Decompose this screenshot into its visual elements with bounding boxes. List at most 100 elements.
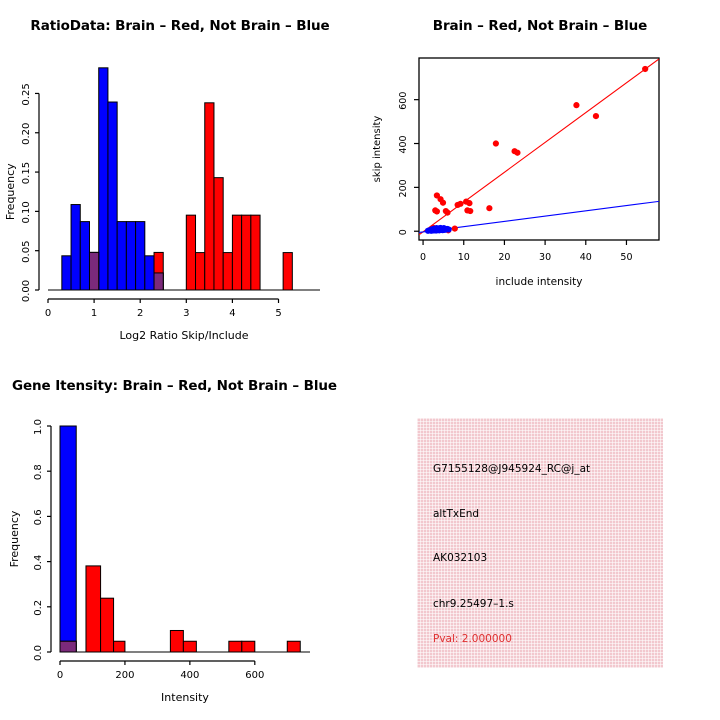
gene-histogram-title: Gene Itensity: Brain – Red, Not Brain – … xyxy=(12,378,337,394)
y-tick-label: 0.00 xyxy=(21,280,32,302)
y-tick-label: 200 xyxy=(398,179,409,197)
scatter-point xyxy=(457,200,464,207)
svg-ratio-y-axis: 0.00 0.05 0.10 0.15 0.20 0.25 Frequency xyxy=(4,83,40,302)
scatter-point xyxy=(486,205,493,212)
x-tick-label: 5 xyxy=(275,308,281,319)
scatter-point xyxy=(444,209,451,216)
histogram-bar xyxy=(113,640,126,653)
scatter-point xyxy=(592,113,600,120)
histogram-bar xyxy=(213,177,224,291)
scatter-point xyxy=(492,140,499,147)
histogram-bar xyxy=(144,255,155,291)
x-tick-label: 0 xyxy=(45,308,51,319)
histogram-bar xyxy=(85,565,102,653)
y-tick-label: 0.05 xyxy=(21,241,32,263)
scatter-point xyxy=(642,65,649,73)
x-tick-label: 40 xyxy=(580,252,592,263)
y-tick-label: 0 xyxy=(398,229,409,235)
x-tick-label: 20 xyxy=(498,252,510,263)
y-tick-label: 0.4 xyxy=(33,555,44,571)
x-axis-label: include intensity xyxy=(496,276,583,288)
x-tick-label: 50 xyxy=(620,252,632,263)
svg-gene-bars xyxy=(59,425,301,653)
scatter-point xyxy=(433,208,440,215)
y-tick-label: 0.0 xyxy=(33,645,44,661)
panel-info: G7155128@J945924_RC@j_at altTxEnd AK0321… xyxy=(360,360,720,720)
y-tick-label: 0.6 xyxy=(33,509,44,525)
scatter-title: Brain – Red, Not Brain – Blue xyxy=(432,18,648,34)
y-tick-label: 0.25 xyxy=(21,83,32,105)
histogram-bar xyxy=(222,252,233,291)
x-tick-label: 10 xyxy=(458,252,470,263)
x-tick-label: 30 xyxy=(539,252,551,263)
histogram-bar xyxy=(135,221,146,291)
scatter-point xyxy=(467,207,474,215)
y-tick-label: 1.0 xyxy=(33,419,44,435)
histogram-bar xyxy=(231,214,243,291)
histogram-bar xyxy=(125,221,137,291)
y-tick-label: 0.2 xyxy=(33,600,44,616)
x-tick-label: 200 xyxy=(115,670,134,681)
scatter-series xyxy=(424,224,452,234)
panel-gene-histogram: Gene Itensity: Brain – Red, Not Brain – … xyxy=(0,360,360,720)
histogram-bar xyxy=(286,640,301,653)
histogram-bar xyxy=(98,67,109,291)
y-tick-label: 0.20 xyxy=(21,123,32,145)
histogram-bar xyxy=(116,221,127,291)
info-locus: chr9.25497–1.s xyxy=(433,598,514,610)
info-probe-id: G7155128@J945924_RC@j_at xyxy=(433,463,591,475)
histogram-bar xyxy=(107,101,118,291)
x-tick-label: 2 xyxy=(137,308,143,319)
scatter-plot: 0 200 400 600 skip intensity 0 10 20 30 40 50 inclu… xyxy=(372,57,660,288)
info-accession: AK032103 xyxy=(433,552,488,564)
x-axis-label: Log2 Ratio Skip/Include xyxy=(119,329,248,342)
y-axis-label: Frequency xyxy=(4,163,17,220)
info-event-type: altTxEnd xyxy=(433,508,480,520)
scatter-plot-box xyxy=(418,57,660,241)
y-tick-label: 0.10 xyxy=(21,201,32,223)
ratio-histogram-plot: 0.00 0.05 0.10 0.15 0.20 0.25 Frequency 0 1 2 3 4 5 L… xyxy=(4,67,320,342)
x-axis-label: Intensity xyxy=(161,691,209,704)
scatter-point xyxy=(424,227,432,234)
histogram-bar xyxy=(61,255,72,291)
histogram-bar xyxy=(241,640,256,653)
x-tick-label: 1 xyxy=(91,308,97,319)
y-axis-label: Frequency xyxy=(8,510,21,567)
histogram-bar xyxy=(250,214,261,291)
scatter-point xyxy=(451,225,458,232)
x-tick-label: 0 xyxy=(57,670,63,681)
svg-ratio-bars xyxy=(61,67,293,291)
scatter-point xyxy=(466,200,473,207)
histogram-bar xyxy=(195,252,206,291)
y-tick-label: 600 xyxy=(398,92,409,110)
y-tick-label: 400 xyxy=(398,135,409,153)
histogram-bar xyxy=(59,425,77,653)
svg-gene-x-axis: 0 200 400 600 Intensity xyxy=(57,660,264,704)
info-pval: Pval: 2.000000 xyxy=(433,633,512,645)
y-tick-label: 0.8 xyxy=(33,464,44,480)
histogram-bar xyxy=(282,252,293,291)
histogram-bar-overlap xyxy=(59,640,77,653)
x-tick-label: 0 xyxy=(420,252,426,263)
y-tick-label: 0.15 xyxy=(21,162,32,184)
svg-ratio-x-axis: 0 1 2 3 4 5 Log2 Ratio Skip/Include xyxy=(45,298,282,342)
x-tick-label: 3 xyxy=(183,308,189,319)
histogram-bar xyxy=(182,640,197,653)
histogram-bar xyxy=(169,629,184,653)
histogram-bar xyxy=(241,214,252,291)
scatter-point xyxy=(445,226,452,233)
info-box: G7155128@J945924_RC@j_at altTxEnd AK0321… xyxy=(417,418,663,668)
panel-ratio-histogram: RatioData: Brain – Red, Not Brain – Blue… xyxy=(0,0,360,360)
scatter-point xyxy=(514,149,521,156)
panel-scatter: Brain – Red, Not Brain – Blue 0 200 400 600… xyxy=(360,0,720,360)
x-tick-label: 4 xyxy=(229,308,235,319)
histogram-bar-overlap xyxy=(88,251,100,291)
not-brain-fit-line xyxy=(419,200,659,233)
histogram-bar xyxy=(204,102,215,291)
scatter-point xyxy=(439,199,447,206)
histogram-bar xyxy=(70,204,81,291)
scatter-y-axis: 0 200 400 600 skip intensity xyxy=(372,92,419,235)
histogram-bar xyxy=(100,597,115,653)
ratio-histogram-title: RatioData: Brain – Red, Not Brain – Blue xyxy=(30,18,330,34)
svg-gene-y-axis: 0.0 0.2 0.4 0.6 0.8 1.0 Frequency xyxy=(8,419,52,661)
